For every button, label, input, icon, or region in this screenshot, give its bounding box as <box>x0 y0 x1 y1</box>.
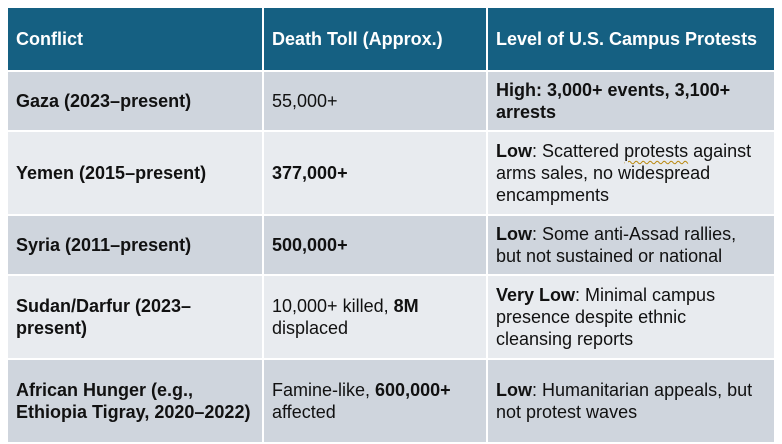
table-row: Yemen (2015–present) 377,000+ Low: Scatt… <box>6 130 776 216</box>
protest-level-text: : Humanitarian appeals, but not protest … <box>496 380 753 422</box>
death-toll-cell: 55,000+ <box>262 70 488 132</box>
protest-level-text: : Minimal campus presence despite ethnic… <box>496 285 716 349</box>
death-toll-text: Famine-like, <box>272 380 376 400</box>
protest-level-emphasis: Low <box>496 141 532 161</box>
death-toll-text: 55,000+ <box>272 91 338 111</box>
death-toll-text: displaced <box>272 318 349 338</box>
death-toll-cell: 500,000+ <box>262 214 488 276</box>
death-toll-cell: Famine-like, 600,000+ affected <box>262 358 488 444</box>
header-row: Conflict Death Toll (Approx.) Level of U… <box>6 6 776 72</box>
conflict-cell: Syria (2011–present) <box>6 214 264 276</box>
protest-level-emphasis: Low <box>496 380 532 400</box>
conflict-cell: African Hunger (e.g., Ethiopia Tigray, 2… <box>6 358 264 444</box>
death-toll-text: 10,000+ killed, <box>272 296 394 316</box>
protest-level-emphasis: Very Low <box>496 285 576 305</box>
table-row: Sudan/Darfur (2023–present) 10,000+ kill… <box>6 274 776 360</box>
death-toll-emphasis: 8M <box>393 296 419 316</box>
header-death-toll: Death Toll (Approx.) <box>262 6 488 72</box>
protest-level-cell: Low: Humanitarian appeals, but not prote… <box>486 358 776 444</box>
protest-level-text: : Scattered <box>532 141 625 161</box>
protest-level-emphasis: High: 3,000+ events, 3,100+ arrests <box>496 80 731 122</box>
conflict-cell: Gaza (2023–present) <box>6 70 264 132</box>
protest-level-cell: Low: Some anti-Assad rallies, but not su… <box>486 214 776 276</box>
death-toll-emphasis: 377,000+ <box>272 163 348 183</box>
table-row: African Hunger (e.g., Ethiopia Tigray, 2… <box>6 358 776 444</box>
death-toll-emphasis: 600,000+ <box>375 380 451 400</box>
table-row: Syria (2011–present) 500,000+ Low: Some … <box>6 214 776 276</box>
conflict-comparison-table: Conflict Death Toll (Approx.) Level of U… <box>6 6 776 444</box>
death-toll-emphasis: 500,000+ <box>272 235 348 255</box>
protest-level-cell: High: 3,000+ events, 3,100+ arrests <box>486 70 776 132</box>
spellcheck-underlined-word: protests <box>624 141 689 161</box>
header-conflict: Conflict <box>6 6 264 72</box>
protest-level-text: : Some anti-Assad rallies, but not susta… <box>496 224 737 266</box>
header-protest-level: Level of U.S. Campus Protests <box>486 6 776 72</box>
conflict-cell: Sudan/Darfur (2023–present) <box>6 274 264 360</box>
protest-level-cell: Very Low: Minimal campus presence despit… <box>486 274 776 360</box>
death-toll-cell: 10,000+ killed, 8M displaced <box>262 274 488 360</box>
death-toll-text: affected <box>272 402 336 422</box>
table-row: Gaza (2023–present) 55,000+ High: 3,000+… <box>6 70 776 132</box>
death-toll-cell: 377,000+ <box>262 130 488 216</box>
conflict-cell: Yemen (2015–present) <box>6 130 264 216</box>
conflict-comparison-table-container: Conflict Death Toll (Approx.) Level of U… <box>6 6 776 444</box>
protest-level-cell: Low: Scattered protests against arms sal… <box>486 130 776 216</box>
protest-level-text: against arms sales, no widespread encamp… <box>496 141 752 205</box>
protest-level-emphasis: Low <box>496 224 532 244</box>
